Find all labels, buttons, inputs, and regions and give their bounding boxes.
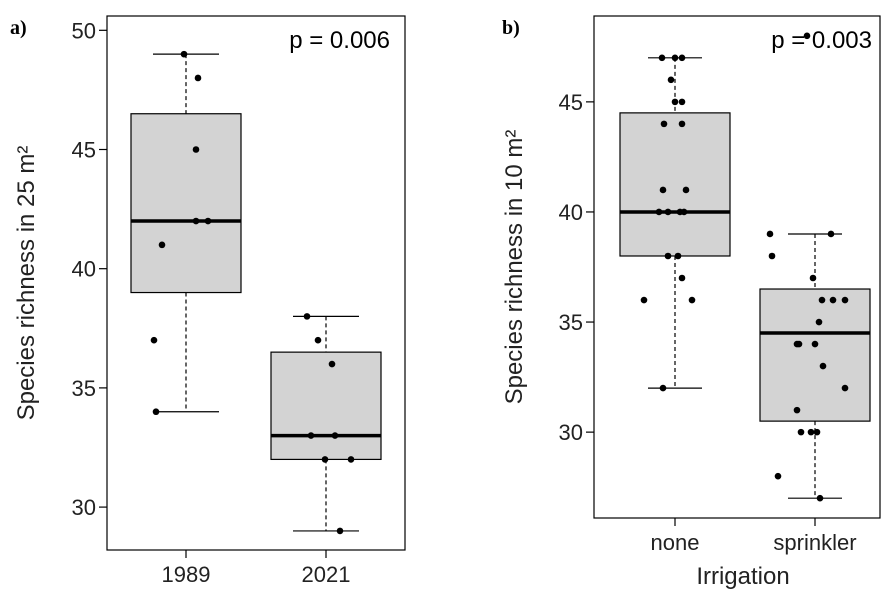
data-point: [640, 296, 648, 304]
data-point: [307, 432, 315, 439]
data-point: [678, 54, 686, 62]
data-point: [811, 340, 819, 348]
data-point: [768, 252, 776, 260]
data-point: [659, 186, 667, 194]
data-point: [660, 120, 668, 128]
y-tick-label: 40: [559, 200, 583, 225]
data-point: [841, 296, 849, 304]
y-tick-label: 35: [72, 376, 96, 401]
data-point: [815, 318, 823, 326]
data-point: [803, 32, 811, 40]
data-point: [314, 336, 322, 344]
y-tick-label: 30: [559, 420, 583, 445]
panel-label: b): [502, 17, 520, 39]
data-point: [655, 208, 663, 216]
y-tick-label: 45: [559, 90, 583, 115]
data-point: [152, 408, 160, 416]
data-point: [678, 274, 686, 282]
data-point: [829, 296, 837, 304]
data-point: [667, 76, 675, 84]
data-point: [682, 186, 690, 194]
data-point: [813, 428, 821, 436]
data-point: [671, 98, 679, 106]
data-point: [766, 230, 774, 238]
y-tick-label: 45: [72, 138, 96, 163]
data-point: [180, 50, 188, 58]
data-point: [797, 428, 805, 436]
panel-b: 30 35 40 45 none sprinkler b) p = 0.003 Species …: [501, 15, 881, 589]
p-value-annotation: p = 0.003: [771, 27, 872, 54]
panel-a: 30 35 40 45 50 1989 2021 a) p = 0.006 Species ric…: [10, 15, 406, 587]
data-point: [678, 98, 686, 106]
y-axis-title: Species richness in 10 m²: [501, 130, 528, 405]
y-tick-label: 50: [72, 18, 96, 43]
data-point: [321, 456, 329, 463]
x-tick-label: 2021: [302, 562, 351, 587]
panel-label: a): [10, 17, 27, 39]
data-point: [347, 456, 355, 463]
box-1989: [130, 113, 242, 294]
data-point: [303, 313, 311, 320]
data-point: [680, 208, 688, 216]
data-point: [809, 274, 817, 282]
y-tick-label: 30: [72, 495, 96, 520]
x-tick-label: none: [651, 530, 700, 555]
data-point: [793, 340, 801, 348]
y-tick-label: 40: [72, 257, 96, 282]
data-point: [774, 472, 782, 480]
data-point: [331, 432, 339, 439]
data-point: [671, 54, 679, 62]
data-point: [664, 208, 672, 216]
x-axis-title: Irrigation: [696, 563, 789, 589]
p-value-annotation: p = 0.006: [289, 27, 390, 54]
box-2021: [270, 351, 382, 461]
data-point: [150, 336, 158, 344]
data-point: [658, 54, 666, 62]
data-point: [819, 362, 827, 370]
data-point: [664, 252, 672, 260]
data-point: [328, 360, 336, 368]
data-point: [158, 241, 166, 249]
data-point: [816, 494, 824, 502]
data-point: [793, 406, 801, 414]
data-point: [818, 296, 826, 304]
data-point: [841, 384, 849, 392]
data-point: [807, 428, 815, 436]
data-point: [192, 146, 200, 153]
data-point: [194, 74, 202, 82]
data-point: [204, 217, 212, 225]
x-tick-label: sprinkler: [773, 530, 856, 555]
data-point: [688, 296, 696, 304]
data-point: [827, 230, 835, 238]
data-point: [336, 527, 344, 535]
y-tick-label: 35: [559, 310, 583, 335]
y-axis-title: Species richness in 25 m²: [13, 146, 40, 421]
data-point: [192, 217, 200, 225]
box-sprinkler: [759, 288, 871, 422]
data-point: [678, 120, 686, 128]
plot-frame: [593, 15, 881, 519]
data-point: [659, 384, 667, 392]
box-none: [619, 112, 731, 257]
plot-frame: [106, 15, 406, 551]
x-tick-label: 1989: [162, 562, 211, 587]
data-point: [674, 252, 682, 260]
